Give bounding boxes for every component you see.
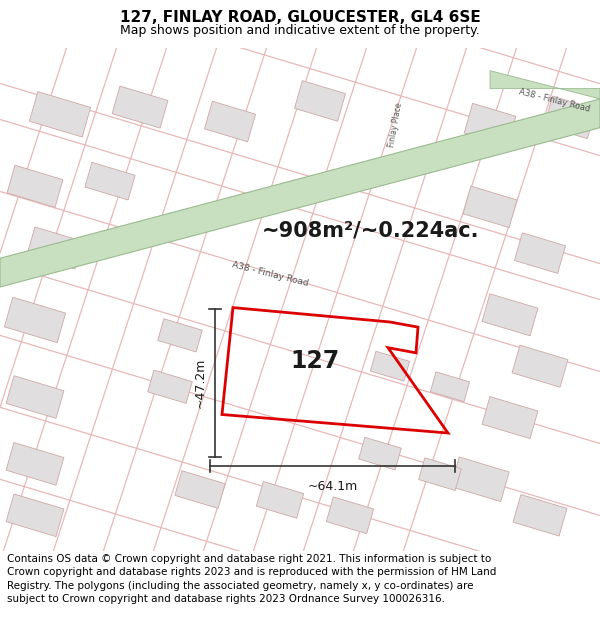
Polygon shape [175, 471, 225, 508]
Text: A38 - Finlay Road: A38 - Finlay Road [518, 88, 592, 114]
Polygon shape [27, 227, 83, 269]
Polygon shape [326, 497, 374, 534]
Polygon shape [482, 397, 538, 439]
Polygon shape [6, 442, 64, 485]
Polygon shape [514, 233, 566, 273]
Polygon shape [29, 92, 91, 137]
Polygon shape [370, 351, 410, 381]
Polygon shape [451, 457, 509, 502]
Text: Finlay Place: Finlay Place [386, 101, 403, 148]
Text: Map shows position and indicative extent of the property.: Map shows position and indicative extent… [120, 24, 480, 37]
Text: A38 - Finlay Road: A38 - Finlay Road [231, 260, 309, 288]
Polygon shape [148, 370, 192, 403]
Polygon shape [205, 101, 256, 142]
Polygon shape [490, 71, 600, 99]
Text: 127: 127 [290, 349, 340, 373]
Text: 127, FINLAY ROAD, GLOUCESTER, GL4 6SE: 127, FINLAY ROAD, GLOUCESTER, GL4 6SE [119, 11, 481, 26]
Polygon shape [295, 81, 346, 121]
Text: ~64.1m: ~64.1m [307, 481, 358, 493]
Polygon shape [112, 86, 168, 128]
Polygon shape [512, 345, 568, 388]
Text: ~47.2m: ~47.2m [194, 357, 207, 408]
Polygon shape [544, 96, 596, 139]
Polygon shape [463, 186, 517, 228]
Polygon shape [6, 494, 64, 537]
Polygon shape [430, 372, 470, 402]
Text: Contains OS data © Crown copyright and database right 2021. This information is : Contains OS data © Crown copyright and d… [7, 554, 497, 604]
Polygon shape [7, 165, 63, 208]
Polygon shape [158, 319, 202, 352]
Polygon shape [0, 99, 600, 287]
Text: ~908m²/~0.224ac.: ~908m²/~0.224ac. [261, 221, 479, 241]
Polygon shape [256, 481, 304, 518]
Polygon shape [482, 294, 538, 336]
Polygon shape [513, 494, 567, 536]
Polygon shape [419, 458, 461, 491]
Polygon shape [359, 438, 401, 470]
Polygon shape [464, 103, 516, 146]
Polygon shape [85, 162, 135, 200]
Polygon shape [6, 376, 64, 418]
Polygon shape [4, 298, 65, 343]
